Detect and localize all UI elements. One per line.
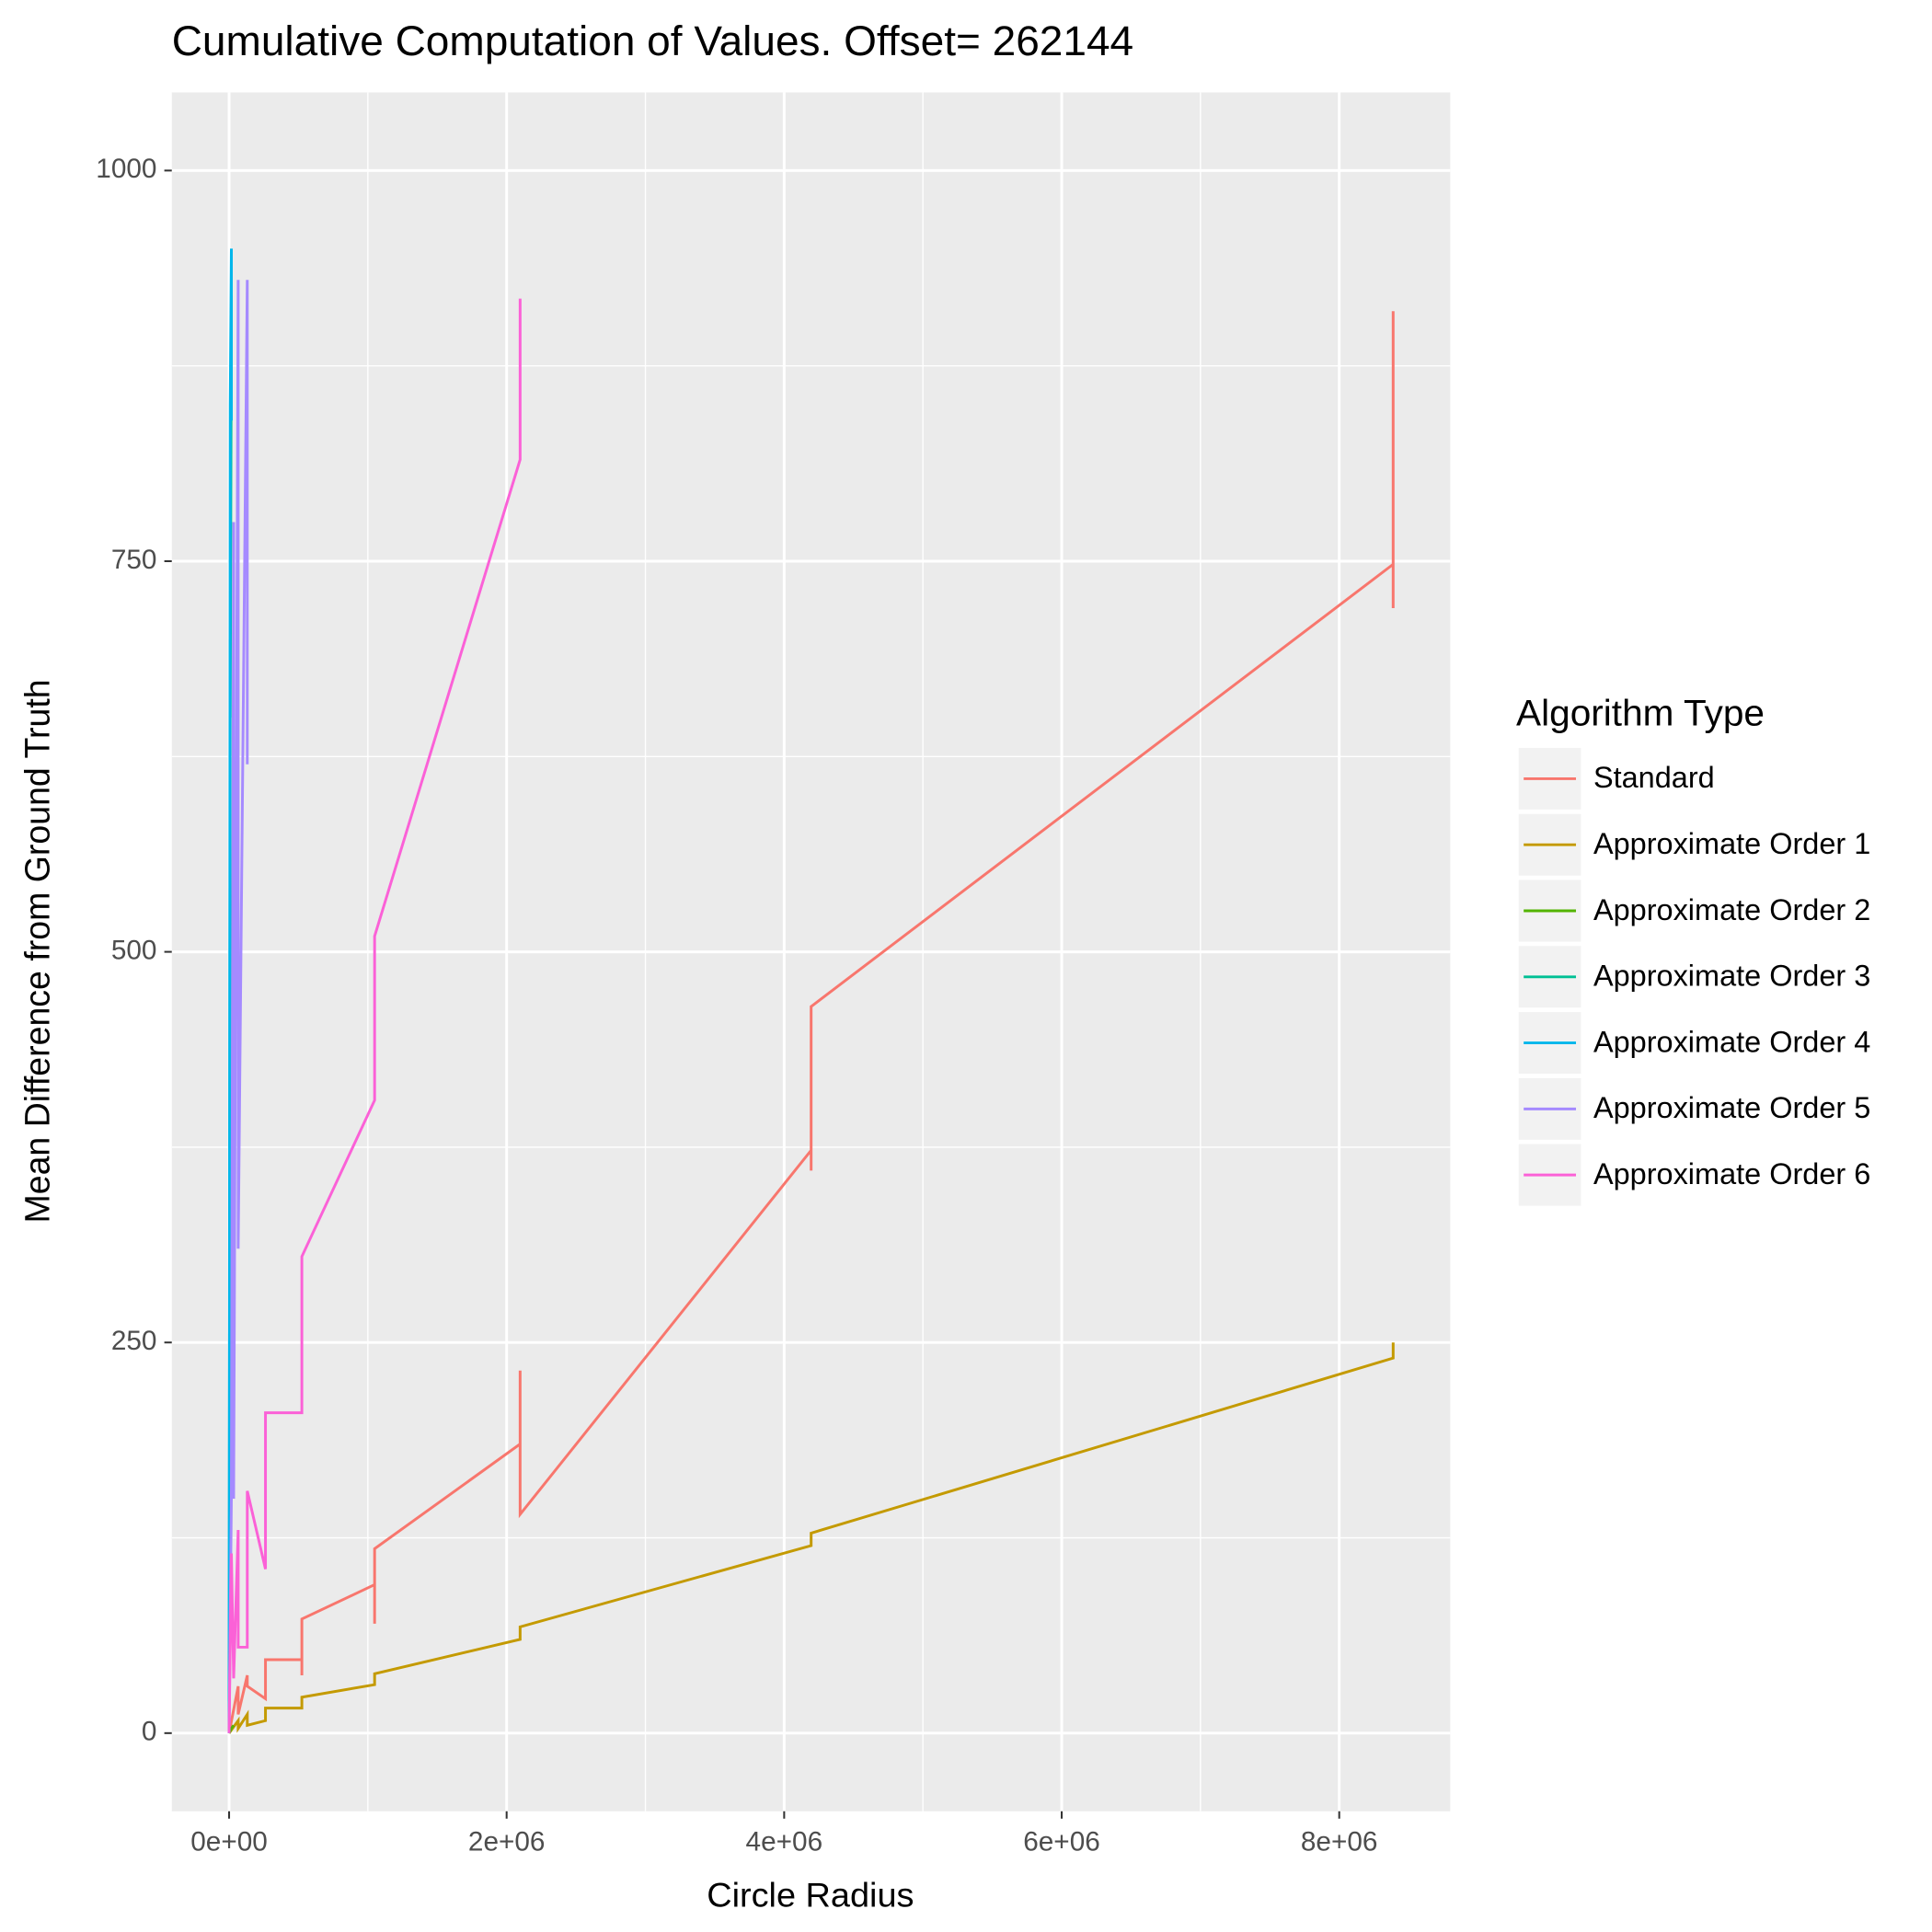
x-tick-label: 2e+06 — [468, 1826, 546, 1857]
series-line — [227, 1342, 1395, 1734]
y-tick-label: 250 — [111, 1326, 157, 1356]
x-tick-label: 8e+06 — [1301, 1826, 1378, 1857]
series-line — [227, 248, 233, 1733]
y-axis-title: Mean Difference from Ground Truth — [17, 679, 56, 1223]
legend: Standard Approximate Order 1 Approximate O… — [1518, 747, 1870, 1206]
legend-label: Approximate Order 4 — [1593, 1026, 1870, 1059]
y-tick-label: 500 — [111, 936, 157, 966]
series-line — [227, 298, 522, 1733]
legend-label: Approximate Order 2 — [1593, 893, 1870, 926]
x-tick-label: 4e+06 — [746, 1826, 823, 1857]
x-tick-label: 0e+00 — [190, 1826, 268, 1857]
legend-label: Approximate Order 3 — [1593, 960, 1870, 993]
y-tick-label: 1000 — [96, 154, 156, 184]
legend-title: Algorithm Type — [1516, 692, 1765, 734]
legend-label: Standard — [1593, 761, 1715, 794]
y-tick-label: 0 — [142, 1717, 157, 1747]
legend-label: Approximate Order 6 — [1593, 1157, 1870, 1190]
y-tick-label: 750 — [111, 545, 157, 575]
chart-title: Cumulative Computation of Values. Offset… — [172, 17, 1133, 64]
legend-label: Approximate Order 1 — [1593, 827, 1870, 860]
legend-label: Approximate Order 5 — [1593, 1091, 1870, 1124]
series-line — [227, 280, 249, 1733]
x-tick-label: 6e+06 — [1023, 1826, 1100, 1857]
x-axis-title: Circle Radius — [707, 1876, 914, 1915]
